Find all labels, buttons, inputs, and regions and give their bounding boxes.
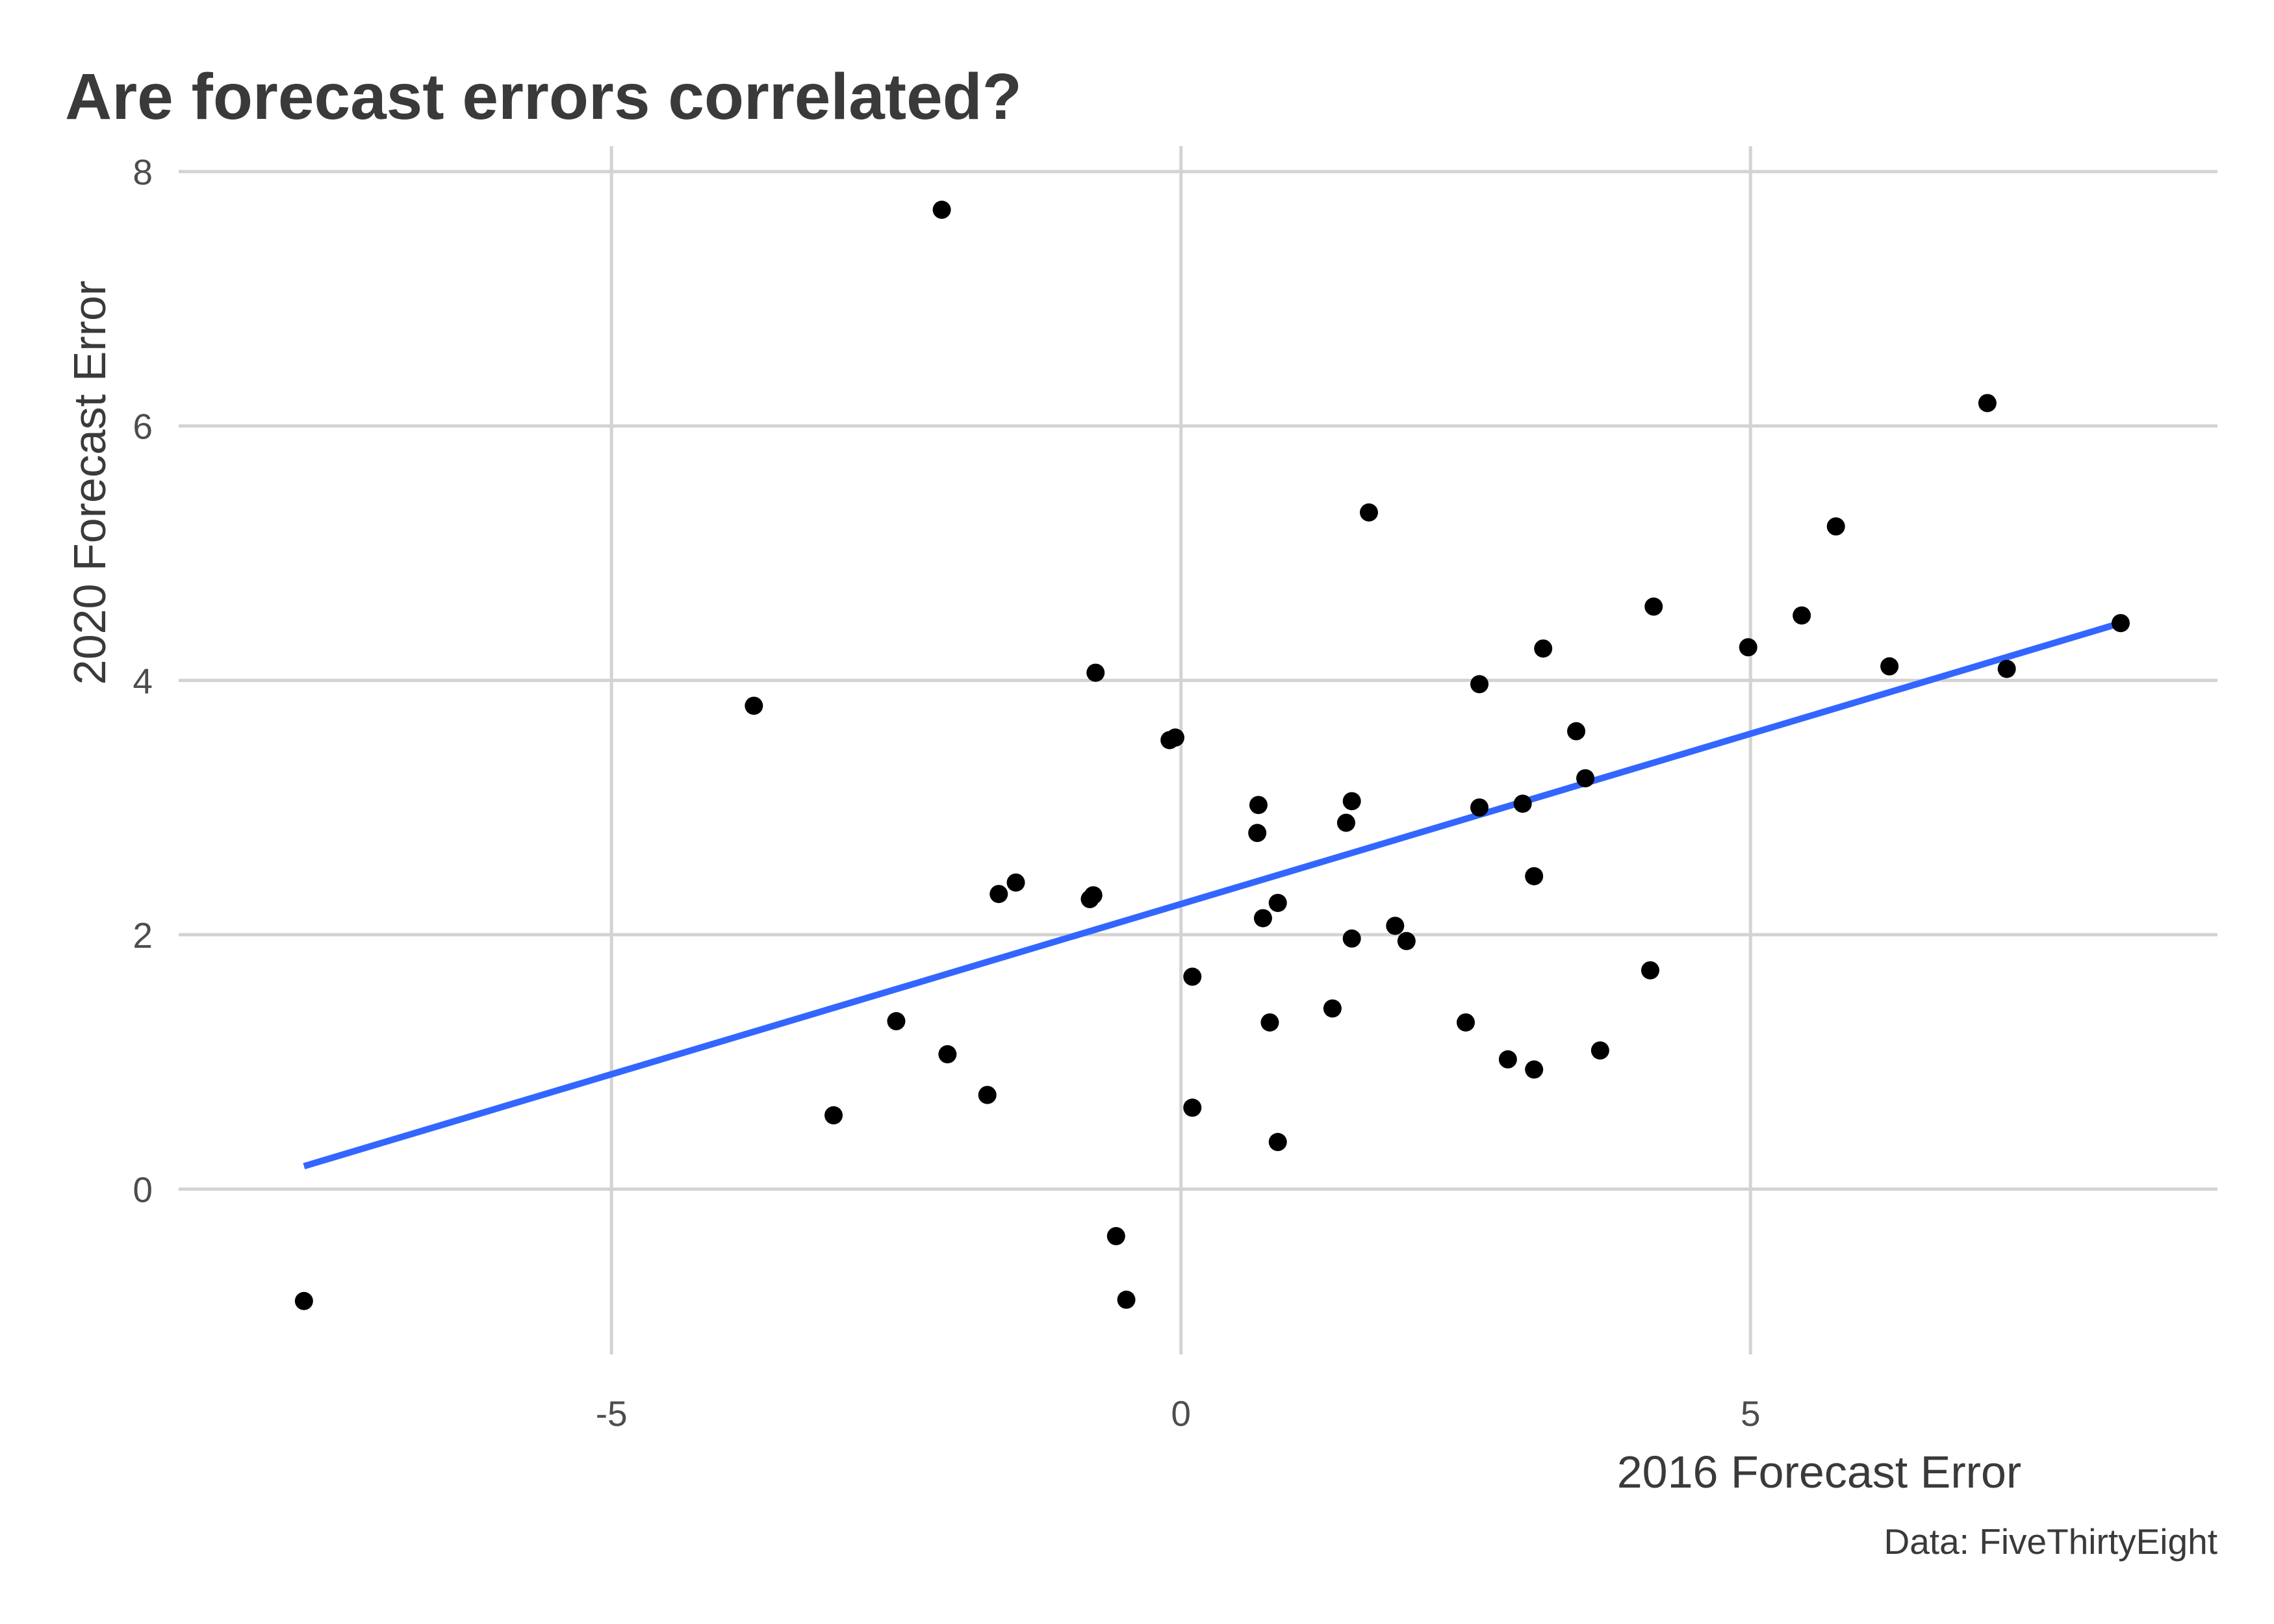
gridlines — [179, 146, 2217, 1354]
scatter-point — [1456, 1013, 1475, 1032]
scatter-point — [1739, 638, 1757, 657]
y-tick-label: 0 — [133, 1169, 153, 1210]
scatter-point — [887, 1012, 906, 1031]
scatter-point — [1268, 1133, 1287, 1152]
x-tick-label: 0 — [1171, 1393, 1191, 1434]
scatter-point — [1248, 824, 1267, 843]
scatter-point — [1106, 1226, 1125, 1245]
y-tick-label: 4 — [133, 661, 153, 701]
y-tick-label: 2 — [133, 915, 153, 956]
scatter-point — [978, 1085, 997, 1104]
scatter-point — [1513, 794, 1532, 813]
scatter-point — [1644, 597, 1663, 616]
scatter-point — [1880, 657, 1899, 676]
scatter-point — [938, 1045, 957, 1063]
scatter-point — [1470, 798, 1489, 817]
x-tick-label: -5 — [596, 1393, 628, 1434]
scatter-point — [1166, 728, 1184, 747]
scatter-point — [1359, 503, 1378, 522]
scatter-point — [1397, 932, 1416, 950]
trend-line — [303, 620, 2122, 1170]
x-tick-labels: -5 0 5 — [596, 1393, 1761, 1434]
scatter-point — [1006, 873, 1025, 892]
scatter-point — [1249, 796, 1268, 815]
scatter-point — [1183, 1098, 1202, 1117]
scatter-point — [1591, 1041, 1609, 1060]
points-layer — [294, 200, 2130, 1310]
scatter-point — [1826, 517, 1845, 536]
scatter-point — [1386, 917, 1405, 935]
scatter-point — [1793, 606, 1811, 625]
scatter-point — [1253, 909, 1272, 928]
scatter-point — [824, 1106, 843, 1124]
scatter-point — [1086, 663, 1105, 682]
scatter-point — [1567, 722, 1586, 741]
scatter-point — [1997, 659, 2016, 678]
chart-title: Are forecast errors correlated? — [65, 60, 1022, 133]
scatter-point — [1183, 967, 1202, 986]
y-tick-labels: 0 2 4 6 8 — [133, 152, 153, 1210]
scatter-point — [745, 696, 763, 715]
y-axis-title: 2020 Forecast Error — [64, 281, 115, 685]
scatter-point — [1323, 999, 1342, 1018]
data-source-caption: Data: FiveThirtyEight — [1884, 1521, 2217, 1562]
scatter-point — [294, 1291, 313, 1310]
trend-layer — [303, 620, 2122, 1170]
y-tick-label: 6 — [133, 407, 153, 447]
x-axis-title: 2016 Forecast Error — [1617, 1447, 2021, 1497]
scatter-point — [1470, 675, 1489, 694]
scatter-point — [932, 200, 951, 219]
scatter-point — [990, 885, 1008, 904]
x-tick-label: 5 — [1741, 1393, 1761, 1434]
scatter-point — [1260, 1013, 1279, 1032]
scatter-point — [2111, 614, 2130, 633]
scatter-point — [1342, 929, 1361, 948]
scatter-point — [1534, 639, 1553, 658]
scatter-point — [1576, 769, 1595, 788]
scatter-point — [1641, 961, 1659, 980]
scatter-point — [1978, 394, 1997, 412]
scatter-point — [1084, 886, 1103, 905]
scatter-point — [1342, 792, 1361, 811]
scatter-point — [1525, 1060, 1544, 1079]
y-tick-label: 8 — [133, 152, 153, 192]
scatter-point — [1525, 867, 1544, 885]
scatter-point — [1117, 1290, 1136, 1309]
scatter-point — [1498, 1050, 1517, 1069]
scatter-point — [1336, 813, 1355, 832]
scatter-point — [1268, 893, 1287, 912]
